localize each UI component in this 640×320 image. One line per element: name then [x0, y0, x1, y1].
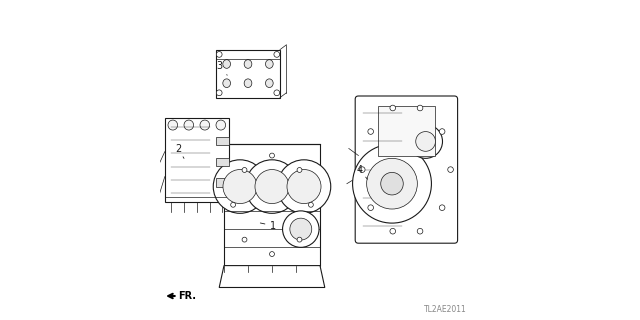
Text: 3: 3	[216, 61, 227, 75]
Circle shape	[353, 144, 431, 223]
Circle shape	[448, 167, 453, 172]
Circle shape	[287, 170, 321, 204]
Bar	[224, 144, 320, 266]
Ellipse shape	[200, 120, 210, 130]
Circle shape	[417, 105, 423, 111]
Circle shape	[269, 153, 275, 158]
Circle shape	[416, 132, 435, 151]
Ellipse shape	[266, 60, 273, 68]
Circle shape	[367, 158, 417, 209]
Circle shape	[417, 228, 423, 234]
Text: TL2AE2011: TL2AE2011	[424, 305, 467, 314]
Circle shape	[390, 228, 396, 234]
Text: 1: 1	[260, 221, 276, 231]
Circle shape	[390, 105, 396, 111]
Circle shape	[308, 202, 314, 207]
Ellipse shape	[244, 60, 252, 68]
FancyBboxPatch shape	[355, 96, 458, 243]
Bar	[378, 106, 435, 156]
Circle shape	[242, 237, 247, 242]
Circle shape	[282, 211, 319, 247]
Polygon shape	[219, 266, 325, 287]
Circle shape	[274, 90, 280, 96]
Bar	[216, 178, 229, 187]
Circle shape	[255, 170, 289, 204]
Circle shape	[274, 52, 280, 57]
Circle shape	[409, 124, 442, 158]
Circle shape	[277, 160, 331, 213]
Ellipse shape	[244, 79, 252, 88]
Circle shape	[230, 202, 236, 207]
Text: 2: 2	[175, 144, 184, 158]
Circle shape	[360, 167, 365, 172]
Circle shape	[290, 218, 312, 240]
Text: FR.: FR.	[179, 291, 196, 301]
Ellipse shape	[223, 60, 230, 68]
Bar	[165, 118, 229, 202]
Circle shape	[439, 205, 445, 211]
Circle shape	[216, 52, 222, 57]
Circle shape	[297, 168, 302, 172]
Circle shape	[368, 205, 374, 211]
Circle shape	[223, 170, 257, 204]
Bar	[216, 50, 280, 98]
Circle shape	[216, 90, 222, 96]
Bar	[216, 137, 229, 145]
Ellipse shape	[266, 79, 273, 88]
Circle shape	[368, 129, 374, 134]
Circle shape	[269, 252, 275, 257]
Ellipse shape	[223, 79, 230, 88]
Ellipse shape	[184, 120, 194, 130]
Ellipse shape	[168, 120, 178, 130]
Bar	[216, 157, 229, 166]
Circle shape	[242, 168, 247, 172]
Circle shape	[381, 172, 403, 195]
Circle shape	[297, 237, 302, 242]
Circle shape	[213, 160, 267, 213]
Ellipse shape	[216, 120, 226, 130]
Text: 4: 4	[357, 165, 367, 179]
Circle shape	[245, 160, 299, 213]
Circle shape	[439, 129, 445, 134]
